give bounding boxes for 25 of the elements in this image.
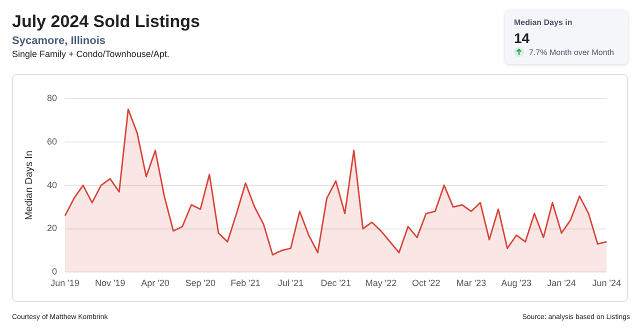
x-tick-label: Jun '24 xyxy=(592,278,622,288)
x-tick-label: Apr '20 xyxy=(141,278,170,288)
y-tick-label: 80 xyxy=(46,92,58,103)
text: 14 xyxy=(514,30,530,46)
x-tick-label: May '22 xyxy=(365,278,397,288)
x-tick-label: Oct '22 xyxy=(412,278,440,288)
x-tick-label: Feb '21 xyxy=(230,278,260,288)
x-tick-label: Jul '21 xyxy=(278,278,304,288)
y-tick-label: 0 xyxy=(52,266,58,277)
chart-subtitle: Sycamore, Illinois xyxy=(12,35,106,47)
text: Median Days in xyxy=(514,18,572,27)
x-tick-label: Jun '19 xyxy=(50,278,80,288)
y-axis-title: Median Days In xyxy=(24,150,35,220)
y-tick-label: 60 xyxy=(46,136,58,146)
chart-title: July 2024 Sold Listings xyxy=(12,12,200,32)
x-tick-label: Aug '23 xyxy=(501,278,532,288)
x-tick-label: Mar '23 xyxy=(456,278,486,288)
y-tick-label: 40 xyxy=(46,180,58,190)
x-tick-label: Nov '19 xyxy=(95,278,126,288)
x-tick-label: Dec '21 xyxy=(320,278,351,288)
y-tick-label: 20 xyxy=(46,223,58,234)
x-tick-label: Jan '24 xyxy=(547,278,576,288)
x-tick-label: Sep '20 xyxy=(185,278,216,288)
text: 7.7% Month over Month xyxy=(529,48,614,57)
text: Single Family + Condo/Townhouse/Apt. xyxy=(12,49,170,59)
